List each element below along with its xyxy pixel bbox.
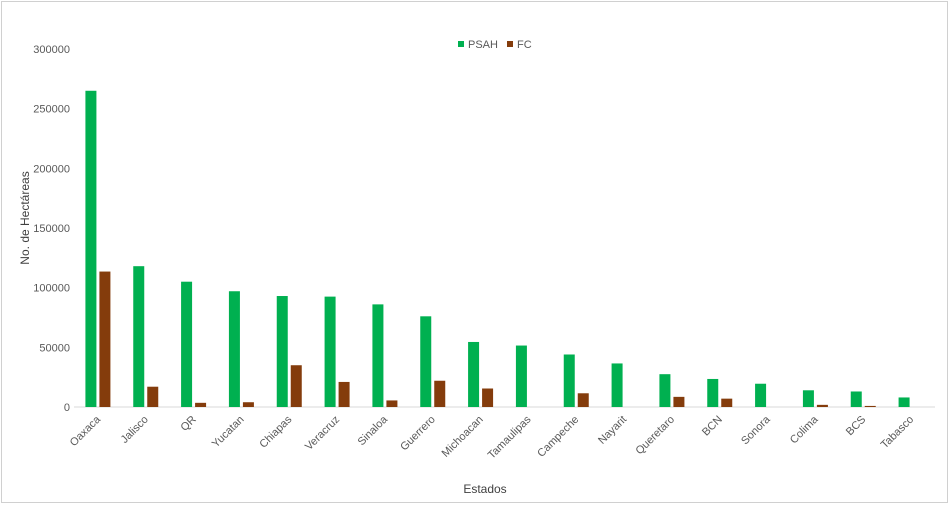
bar-psah-bcn (707, 378, 719, 407)
x-tick-label: Jalisco (119, 414, 151, 446)
x-tick-label: Guerrero (398, 414, 438, 454)
y-tick-label: 100000 (33, 283, 70, 295)
bar-fc-yucatan (242, 402, 254, 407)
x-tick-label: QR (179, 414, 199, 434)
y-tick-label: 250000 (33, 104, 70, 116)
y-tick-label: 200000 (33, 163, 70, 175)
bar-fc-jalisco (147, 386, 159, 407)
x-axis-title: Estados (463, 482, 506, 496)
bar-fc-bcs (864, 405, 876, 407)
x-tick-label: Colima (788, 413, 821, 446)
x-tick-label: Queretaro (634, 414, 678, 458)
bar-psah-veracruz (324, 296, 336, 407)
y-axis-title: No. de Hectáreas (18, 171, 32, 264)
bar-fc-campeche (577, 393, 589, 407)
bar-psah-sonora (755, 383, 767, 407)
bar-psah-tamaulipas (515, 345, 527, 407)
bar-fc-qr (195, 402, 207, 407)
bar-fc-chiapas (290, 365, 302, 407)
bar-psah-jalisco (133, 266, 145, 407)
y-tick-label: 50000 (39, 342, 70, 354)
bar-psah-tabasco (898, 397, 910, 407)
bar-fc-bcn (721, 398, 733, 407)
bar-psah-qr (181, 281, 193, 407)
x-tick-label: Yucatan (210, 414, 247, 451)
legend-swatch-psah (458, 41, 464, 47)
bar-psah-colima (802, 390, 814, 407)
bar-fc-sinaloa (386, 400, 398, 407)
bar-fc-colima (816, 404, 828, 407)
x-tick-label: BCN (700, 414, 725, 439)
x-tick-label: Nayarit (596, 414, 629, 447)
x-tick-label: BCS (844, 414, 868, 438)
y-tick-label: 300000 (33, 44, 70, 56)
x-tick-label: Veracruz (303, 414, 342, 453)
x-tick-label: Michoacan (440, 414, 486, 460)
bar-psah-yucatan (228, 291, 240, 407)
x-tick-label: Oaxaca (68, 413, 104, 449)
x-tick-label: Tabasco (879, 414, 916, 451)
legend: PSAH FC (458, 39, 532, 51)
bar-fc-queretaro (673, 396, 685, 407)
bars (85, 90, 910, 408)
x-tick-label: Tamaulipas (486, 413, 534, 461)
bar-psah-guerrero (420, 316, 432, 407)
legend-swatch-fc (507, 41, 513, 47)
x-tick-label: Campeche (535, 414, 581, 460)
legend-label-fc: FC (517, 39, 532, 51)
y-tick-label: 150000 (33, 223, 70, 235)
bar-psah-queretaro (659, 374, 671, 407)
bar-fc-guerrero (434, 380, 446, 407)
x-tick-label: Sonora (739, 413, 773, 447)
y-axis-ticks: 0 50000 100000 150000 200000 250000 300000 (33, 44, 70, 414)
bar-psah-sinaloa (372, 304, 384, 407)
x-tick-label: Chiapas (257, 413, 294, 450)
bar-fc-michoacan (482, 388, 494, 407)
bar-psah-nayarit (611, 363, 623, 407)
bar-psah-campeche (563, 354, 575, 407)
bar-fc-oaxaca (99, 271, 111, 407)
x-tick-label: Sinaloa (356, 413, 391, 448)
y-tick-label: 0 (64, 402, 70, 414)
bar-psah-oaxaca (85, 90, 97, 408)
x-axis-ticks: Oaxaca Jalisco QR Yucatan Chiapas Veracruz Sin… (68, 413, 916, 461)
bar-psah-bcs (850, 391, 862, 407)
legend-label-psah: PSAH (468, 39, 498, 51)
bar-psah-chiapas (276, 296, 288, 407)
bar-fc-veracruz (338, 381, 350, 407)
bar-psah-michoacan (468, 341, 480, 407)
